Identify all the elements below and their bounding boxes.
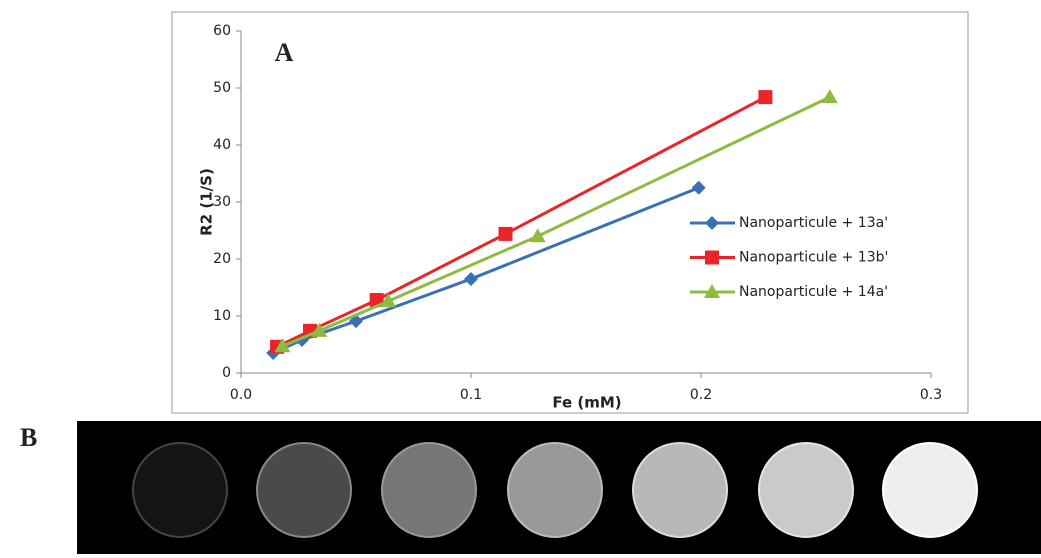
data-point [691,180,706,195]
chart-frame [171,11,969,414]
x-tick-label: 0.2 [690,387,712,403]
data-point [498,226,513,241]
data-point [464,271,478,286]
legend-label: Nanoparticule + 13b' [739,250,888,266]
data-point [380,293,397,308]
sample-well [381,442,477,538]
panel-label: A [275,38,294,67]
y-tick-label: 30 [213,194,231,210]
x-axis-label: Fe (mM) [552,394,621,412]
sample-well [632,442,728,538]
data-point [758,90,773,105]
data-point [311,322,328,337]
data-point [274,338,291,353]
y-tick-label: 10 [213,308,231,324]
sample-well [507,442,603,538]
x-tick-label: 0.1 [460,387,482,403]
legend-label: Nanoparticule + 14a' [739,284,888,300]
mri-image [77,421,1041,554]
y-tick-label: 60 [213,23,231,39]
y-axis-label: R2 (1/S) [198,168,216,236]
sample-well [132,442,228,538]
legend-marker [704,284,720,298]
legend-label: Nanoparticule + 13a' [739,215,888,231]
sample-well [758,442,854,538]
sample-well [256,442,352,538]
y-tick-label: 0 [222,365,231,381]
x-tick-label: 0.0 [230,387,252,403]
legend-marker [705,216,719,230]
panel-label: B [20,423,37,452]
y-tick-label: 40 [213,137,231,153]
data-point [821,89,838,104]
x-tick-label: 0.3 [920,387,942,403]
data-point [529,228,546,243]
sample-well [882,442,978,538]
y-tick-label: 20 [213,251,231,267]
y-tick-label: 50 [213,80,231,96]
legend-marker [705,250,719,265]
